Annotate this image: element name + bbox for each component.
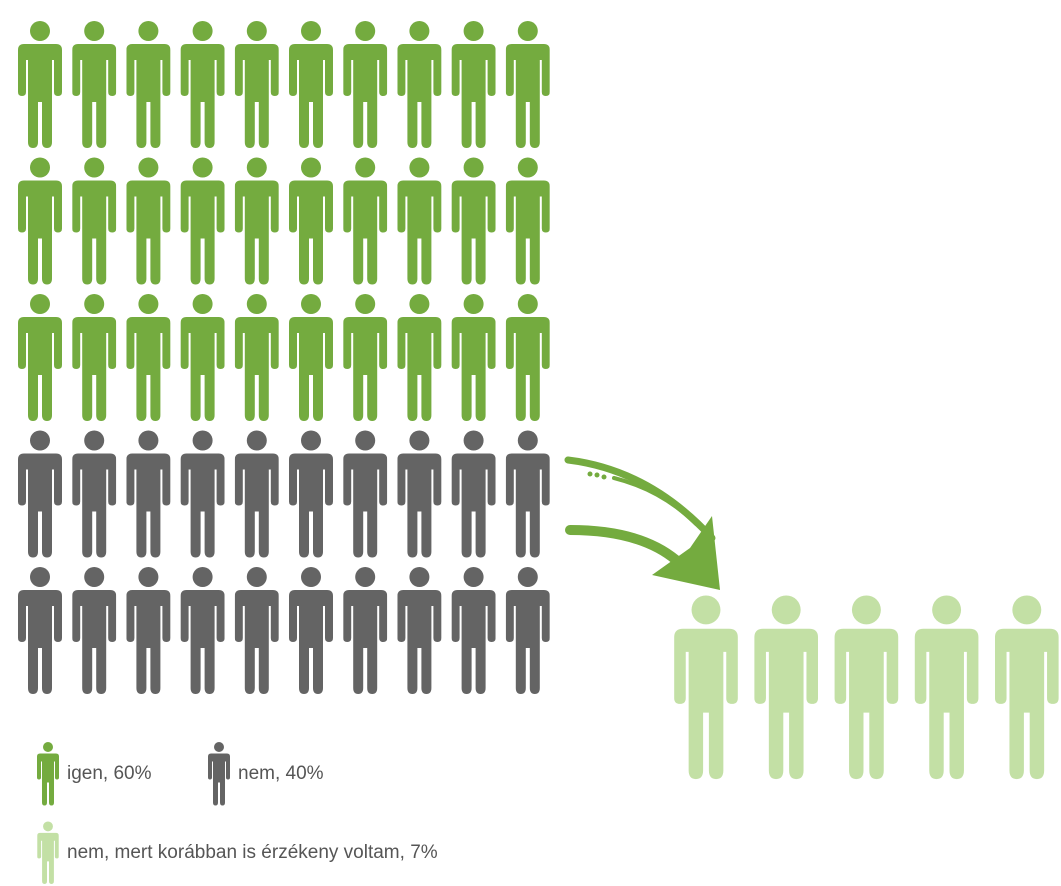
person-icon-nem	[72, 567, 117, 694]
person-icon-igen	[451, 294, 496, 421]
arrow-shaft	[565, 525, 681, 565]
person-icon	[37, 821, 59, 885]
person-icon-igen	[289, 157, 333, 285]
person-icon-sensitive	[994, 595, 1059, 780]
person-icon-igen	[451, 157, 496, 285]
arrow-dot	[601, 474, 607, 480]
arrow-head	[652, 516, 720, 590]
person-icon-igen	[234, 157, 279, 285]
person-icon-igen	[451, 21, 496, 148]
person-icon-igen	[180, 157, 225, 285]
person-icon-igen	[234, 294, 279, 421]
legend-item-igen: igen, 60%	[37, 741, 152, 807]
person-icon-igen	[505, 157, 550, 285]
person-icon-igen	[18, 21, 62, 148]
person-icon-igen	[397, 157, 442, 285]
person-icon-igen	[126, 21, 171, 148]
person-icon-igen	[180, 294, 225, 421]
person-icon	[208, 741, 230, 807]
person-icon-igen	[234, 21, 279, 148]
person-icon-igen	[18, 157, 62, 285]
person-icon-nem	[505, 430, 550, 558]
person-icon-sensitive	[834, 595, 899, 780]
person-icon-nem	[289, 430, 333, 558]
person-icon-igen	[505, 294, 550, 421]
person-icon-igen	[397, 21, 442, 148]
person-icon-nem	[72, 430, 117, 558]
person-icon-nem	[505, 567, 550, 694]
person-icon-sensitive	[754, 595, 819, 780]
person-icon-nem	[343, 567, 388, 694]
person-icon-nem	[180, 430, 225, 558]
arrow-dot	[594, 472, 600, 478]
person-icon-nem	[126, 430, 171, 558]
person-icon-nem	[289, 567, 333, 694]
person-icon-igen	[72, 157, 117, 285]
person-icon-nem	[451, 567, 496, 694]
person-icon-sensitive	[914, 595, 979, 780]
arrow-accent-stroke	[612, 476, 698, 526]
person-icon-sensitive	[674, 595, 738, 780]
person-icon-igen	[505, 21, 550, 148]
person-icon-igen	[343, 157, 388, 285]
person-icon-igen	[180, 21, 225, 148]
person-icon-igen	[289, 294, 333, 421]
arrow-dot	[587, 471, 593, 477]
legend-item-sensitive: nem, mert korábban is érzékeny voltam, 7…	[37, 821, 438, 885]
person-icon-nem	[18, 430, 62, 558]
person-icon-igen	[397, 294, 442, 421]
person-icon-nem	[180, 567, 225, 694]
arrow-annotation	[564, 456, 720, 590]
legend-label-igen: igen, 60%	[67, 763, 152, 784]
person-icon-nem	[126, 567, 171, 694]
legend-item-nem: nem, 40%	[208, 741, 324, 807]
person-icon-nem	[343, 430, 388, 558]
person-icon-igen	[18, 294, 62, 421]
person-icon-igen	[126, 157, 171, 285]
legend-label-nem: nem, 40%	[238, 763, 324, 784]
legend-label-sensitive: nem, mert korábban is érzékeny voltam, 7…	[67, 842, 438, 863]
person-icon	[37, 741, 59, 807]
person-icon-igen	[343, 21, 388, 148]
person-icon-igen	[72, 294, 117, 421]
icon-grid	[18, 21, 550, 694]
person-icon-nem	[451, 430, 496, 558]
person-icon-nem	[234, 567, 279, 694]
person-icon-igen	[343, 294, 388, 421]
person-icon-nem	[234, 430, 279, 558]
person-icon-nem	[397, 430, 442, 558]
subset-icons	[674, 595, 1059, 780]
person-icon-igen	[72, 21, 117, 148]
person-icon-nem	[397, 567, 442, 694]
person-icon-nem	[18, 567, 62, 694]
person-icon-igen	[126, 294, 171, 421]
person-icon-igen	[289, 21, 333, 148]
